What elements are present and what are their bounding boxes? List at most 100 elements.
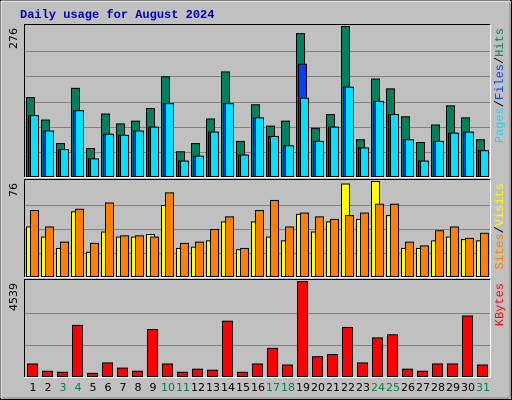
bar [387,334,398,378]
legend-entry: Sites [493,233,507,269]
x-tick-label: 4 [75,381,82,394]
bar [285,226,294,277]
bar [360,212,369,277]
bar [120,134,129,177]
bar [195,241,204,277]
x-tick-label: 24 [371,381,385,394]
legend-entry: Visits [493,183,507,226]
bar [210,229,219,277]
bar [327,354,338,378]
bar [300,97,309,177]
x-tick-label: 8 [135,381,142,394]
x-tick-label: 17 [266,381,280,394]
x-tick-label: 22 [341,381,355,394]
bar [252,363,263,378]
x-tick-label: 25 [386,381,400,394]
x-tick-label: 13 [206,381,220,394]
bar [480,150,489,178]
x-tick-label: 20 [311,381,325,394]
chart-title: Daily usage for August 2024 [20,8,214,22]
legend: Pages/Files/Hits [493,28,507,143]
bar [165,103,174,177]
bar [315,216,324,278]
bar [270,135,279,177]
bar [45,226,54,277]
x-tick-label: 16 [251,381,265,394]
x-tick-label: 30 [461,381,475,394]
bar [210,131,219,177]
bar [105,133,114,178]
legend-entry: Pages [493,107,507,143]
legend-entry: Files [493,64,507,100]
bar [87,372,98,377]
bar [345,215,354,278]
x-tick-label: 9 [150,381,157,394]
bar [105,202,114,277]
x-tick-label: 1 [30,381,37,394]
bar [240,154,249,178]
legend-separator: / [493,57,507,64]
bar [447,363,458,378]
x-tick-label: 15 [236,381,250,394]
x-tick-label: 3 [60,381,67,394]
bar [120,235,129,278]
y-tick-label: 276 [7,28,20,49]
x-tick-label: 31 [476,381,490,394]
bar [72,324,83,378]
x-tick-label: 21 [326,381,340,394]
bar [180,242,189,277]
x-tick-label: 19 [296,381,310,394]
bar [135,130,144,178]
bar [450,226,459,277]
bar [465,237,474,277]
x-tick-label: 23 [356,381,370,394]
legend-separator: / [493,100,507,107]
bar [372,337,383,377]
bar [477,364,488,378]
legend: Sites/Visits [493,183,507,269]
bar [390,114,399,178]
bar [312,356,323,377]
bar [480,232,489,277]
bar [330,218,339,277]
bar [132,370,143,378]
bar [417,370,428,378]
bar [90,242,99,277]
bar [135,235,144,278]
bar [420,245,429,277]
y-tick-label: 4539 [7,283,20,311]
bar [285,145,294,177]
legend: KBytes [493,283,507,326]
bar [117,367,128,377]
bar [405,139,414,177]
bar [45,130,54,178]
bar [255,210,264,277]
bar [207,369,218,378]
bar [57,371,68,377]
bar [360,147,369,178]
bar [435,140,444,178]
bar [315,140,324,178]
bar [270,199,279,278]
bar [450,132,459,177]
bar [357,362,368,377]
bar [195,155,204,177]
bar [150,236,159,277]
x-tick-label: 12 [191,381,205,394]
bar [225,103,234,177]
x-tick-label: 29 [446,381,460,394]
bar [42,370,53,378]
bar [390,203,399,278]
y-tick-label: 76 [7,183,20,197]
bar [330,126,339,177]
x-tick-label: 7 [120,381,127,394]
legend-separator: / [493,226,507,233]
bar [102,362,113,377]
bar [60,149,69,177]
x-tick-label: 6 [105,381,112,394]
x-tick-label: 28 [431,381,445,394]
bar [420,160,429,178]
bar [432,363,443,378]
bar [342,326,353,377]
